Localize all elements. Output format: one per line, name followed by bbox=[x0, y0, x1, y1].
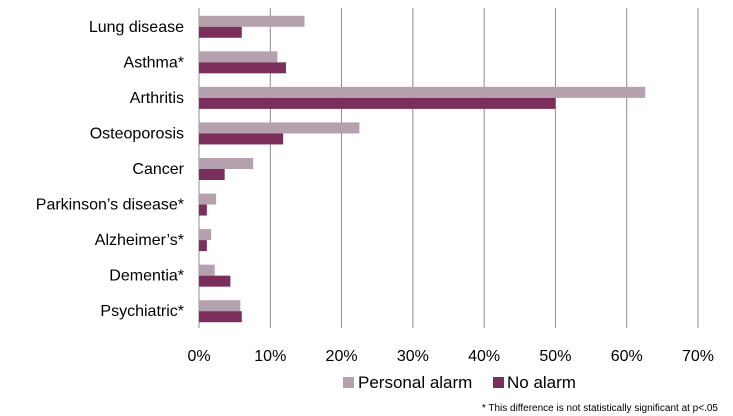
legend-swatch-personal-alarm bbox=[343, 377, 354, 388]
category-label: Dementia* bbox=[109, 268, 184, 285]
x-tick-label: 10% bbox=[254, 348, 286, 365]
bar-no-alarm bbox=[199, 275, 231, 287]
category-label: Parkinson’s disease* bbox=[36, 197, 184, 214]
category-label: Lung disease bbox=[89, 19, 184, 36]
legend-label-no-alarm: No alarm bbox=[507, 373, 576, 392]
bar-personal-alarm bbox=[199, 86, 646, 98]
category-labels: Lung disease Asthma* Arthritis Osteoporosis… bbox=[36, 19, 185, 320]
category-label: Osteoporosis bbox=[90, 125, 184, 142]
category-label: Asthma* bbox=[124, 54, 184, 71]
x-tick-label: 40% bbox=[468, 348, 500, 365]
x-tick-labels: 0% 10% 20% 30% 40% 50% 60% 70% bbox=[187, 348, 714, 365]
legend: Personal alarm No alarm bbox=[343, 373, 576, 392]
bar-personal-alarm bbox=[199, 229, 212, 241]
bar-personal-alarm bbox=[199, 264, 215, 276]
x-tick-label: 70% bbox=[682, 348, 714, 365]
legend-label-personal-alarm: Personal alarm bbox=[358, 373, 472, 392]
bar-no-alarm bbox=[199, 26, 242, 38]
bars bbox=[199, 15, 646, 323]
legend-swatch-no-alarm bbox=[493, 377, 504, 388]
bar-personal-alarm bbox=[199, 300, 241, 312]
bar-no-alarm bbox=[199, 311, 242, 323]
bar-no-alarm bbox=[199, 204, 207, 216]
bar-no-alarm bbox=[199, 62, 286, 74]
x-tick-label: 30% bbox=[397, 348, 429, 365]
bar-personal-alarm bbox=[199, 158, 254, 169]
bar-personal-alarm bbox=[199, 193, 217, 205]
category-label: Arthritis bbox=[130, 90, 184, 107]
category-label: Alzheimer’s* bbox=[95, 232, 184, 249]
bar-no-alarm bbox=[199, 169, 225, 180]
bar-no-alarm bbox=[199, 133, 284, 145]
category-label: Psychiatric* bbox=[100, 303, 184, 320]
x-tick-label: 0% bbox=[187, 348, 210, 365]
bar-personal-alarm bbox=[199, 51, 278, 63]
bar-no-alarm bbox=[199, 240, 207, 252]
x-tick-label: 60% bbox=[611, 348, 643, 365]
bar-personal-alarm bbox=[199, 15, 305, 27]
footnote: * This difference is not statistically s… bbox=[482, 403, 719, 414]
bar-no-alarm bbox=[199, 97, 556, 109]
category-label: Cancer bbox=[132, 161, 184, 178]
x-tick-label: 20% bbox=[326, 348, 358, 365]
x-tick-label: 50% bbox=[539, 348, 571, 365]
bar-personal-alarm bbox=[199, 122, 360, 134]
